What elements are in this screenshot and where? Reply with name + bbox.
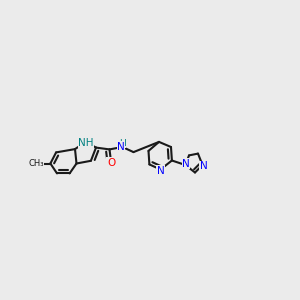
Text: H: H: [119, 139, 126, 148]
Text: N: N: [157, 166, 164, 176]
Text: N: N: [182, 159, 190, 169]
Text: N: N: [117, 142, 125, 152]
Text: NH: NH: [78, 138, 94, 148]
Text: N: N: [200, 161, 207, 171]
Text: O: O: [107, 158, 115, 168]
Text: CH₃: CH₃: [28, 159, 44, 168]
